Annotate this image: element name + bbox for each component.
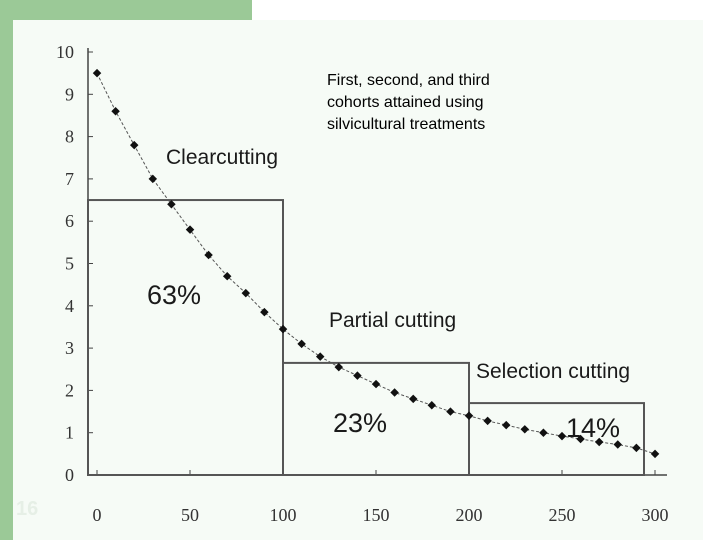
x-tick-label: 300 [642,505,669,525]
data-point [408,394,418,404]
x-tick-label: 150 [363,505,390,525]
green-left-band [0,0,13,540]
y-tick-label: 5 [65,254,74,274]
region-label: Selection cutting [476,360,630,383]
slide-panel [13,20,703,540]
data-point [241,288,251,298]
data-point [204,250,213,260]
y-tick-label: 6 [65,211,74,231]
region-label: Clearcutting [166,146,278,169]
data-point [390,388,399,397]
x-tick-label: 200 [456,505,483,525]
data-point [334,362,344,372]
data-point [594,437,604,447]
y-tick-label: 2 [65,380,74,400]
data-point [632,443,641,453]
y-tick-label: 9 [65,84,74,104]
region-label: Partial cutting [329,309,456,332]
data-point [167,200,176,209]
y-tick-label: 1 [65,423,74,443]
data-point [464,411,474,421]
data-point [222,271,232,281]
data-point [557,431,567,441]
data-point [371,379,381,389]
region-percent: 14% [566,413,620,443]
region-box [468,402,645,476]
data-point [92,68,102,78]
y-tick-label: 8 [65,127,74,147]
data-point [650,449,660,459]
y-tick-label: 10 [56,42,74,62]
region-percent: 63% [147,280,201,310]
data-point [297,339,306,349]
data-point [185,225,195,234]
cohort-regions: Clearcutting 63% Partial cutting 23% Selecti… [87,146,645,477]
region-box [87,199,284,477]
x-tick-label: 0 [93,505,102,525]
data-point [129,140,139,150]
y-tick-label: 4 [65,296,74,316]
data-point [111,106,120,116]
data-point [576,434,585,444]
x-tick-label: 250 [549,505,576,525]
data-point [520,425,530,434]
x-tick-label: 50 [181,505,199,525]
data-point [446,407,455,416]
data-point [278,324,288,334]
data-point [539,428,548,437]
green-top-band [0,0,252,20]
cohort-note: First, second, and third cohorts attaine… [327,72,490,133]
y-tick-label: 7 [65,169,74,189]
data-point [501,420,511,430]
region-percent: 23% [333,408,387,438]
y-tick-label: 3 [65,338,74,358]
data-point [315,352,325,361]
data-point [260,307,269,317]
data-point [483,416,492,426]
slide-number: 16 [16,498,39,520]
data-point [353,371,362,380]
data-point [148,174,158,184]
x-tick-label: 100 [270,505,297,525]
data-point [427,400,437,410]
y-tick-label: 0 [65,465,74,485]
